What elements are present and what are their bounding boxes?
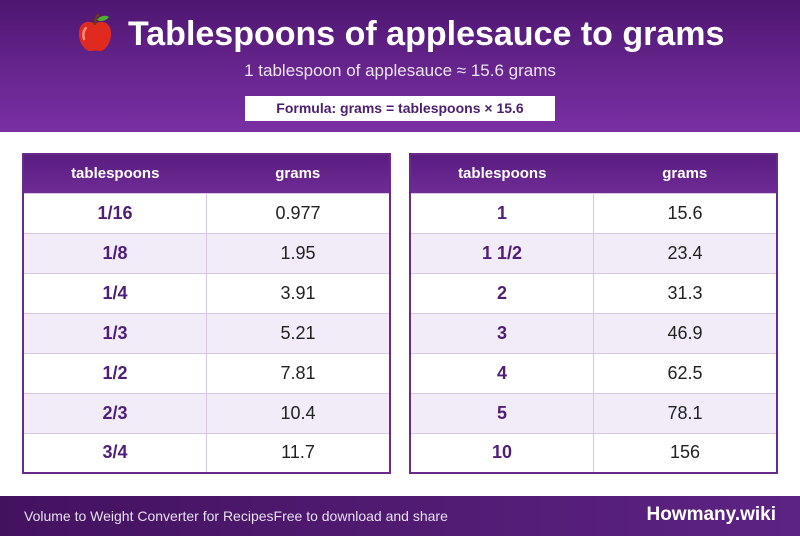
table-row: 2 31.3 — [409, 272, 778, 314]
column-header-tablespoons: tablespoons — [410, 154, 594, 193]
tablespoons-cell: 3 — [409, 312, 594, 354]
tablespoons-cell: 1/3 — [22, 312, 207, 354]
apple-icon — [78, 14, 111, 52]
grams-cell: 156 — [593, 432, 778, 474]
formula-box: Formula: grams = tablespoons × 15.6 — [245, 96, 555, 121]
title-row: Tablespoons of applesauce to grams — [0, 14, 800, 54]
grams-cell: 10.4 — [206, 392, 391, 434]
grams-cell: 5.21 — [206, 312, 391, 354]
table-row: 1/8 1.95 — [22, 232, 391, 274]
table-row: 4 62.5 — [409, 352, 778, 394]
column-header-grams: grams — [593, 154, 777, 193]
tablespoons-cell: 10 — [409, 432, 594, 474]
tablespoons-cell: 1/2 — [22, 352, 207, 394]
tablespoons-cell: 2 — [409, 272, 594, 314]
table-row: 3/4 11.7 — [22, 432, 391, 474]
tablespoons-cell: 4 — [409, 352, 594, 394]
grams-cell: 3.91 — [206, 272, 391, 314]
column-header-grams: grams — [206, 154, 390, 193]
conversion-table-small: tablespoons grams 1/16 0.977 1/8 1.95 1/… — [22, 153, 391, 474]
grams-cell: 0.977 — [206, 192, 391, 234]
table-row: 1 1/2 23.4 — [409, 232, 778, 274]
grams-cell: 23.4 — [593, 232, 778, 274]
conversion-table-large: tablespoons grams 1 15.6 1 1/2 23.4 2 31… — [409, 153, 778, 474]
grams-cell: 15.6 — [593, 192, 778, 234]
table-row: 1 15.6 — [409, 192, 778, 234]
table-row: 5 78.1 — [409, 392, 778, 434]
column-header-tablespoons: tablespoons — [23, 154, 207, 193]
header-banner: Tablespoons of applesauce to grams 1 tab… — [0, 0, 800, 132]
grams-cell: 62.5 — [593, 352, 778, 394]
tablespoons-cell: 5 — [409, 392, 594, 434]
brand-logo[interactable]: Howmany.wiki — [646, 504, 776, 525]
table-row: 3 46.9 — [409, 312, 778, 354]
footer-converter-text: Volume to Weight Converter for Recipes — [24, 508, 274, 524]
grams-cell: 1.95 — [206, 232, 391, 274]
tablespoons-cell: 1/8 — [22, 232, 207, 274]
footer-share-text: Free to download and share — [273, 508, 448, 524]
footer-bar: Volume to Weight Converter for RecipesFr… — [0, 496, 800, 536]
tablespoons-cell: 1/4 — [22, 272, 207, 314]
table-row: 1/3 5.21 — [22, 312, 391, 354]
table-row: 1/16 0.977 — [22, 192, 391, 234]
tablespoons-cell: 3/4 — [22, 432, 207, 474]
tablespoons-cell: 1 1/2 — [409, 232, 594, 274]
page-title: Tablespoons of applesauce to grams — [128, 14, 725, 53]
grams-cell: 7.81 — [206, 352, 391, 394]
table-row: 1/4 3.91 — [22, 272, 391, 314]
subtitle: 1 tablespoon of applesauce ≈ 15.6 grams — [244, 61, 556, 80]
table-header-row: tablespoons grams — [410, 154, 777, 193]
table-row: 1/2 7.81 — [22, 352, 391, 394]
table-row: 2/3 10.4 — [22, 392, 391, 434]
grams-cell: 11.7 — [206, 432, 391, 474]
tablespoons-cell: 1/16 — [22, 192, 207, 234]
grams-cell: 78.1 — [593, 392, 778, 434]
grams-cell: 31.3 — [593, 272, 778, 314]
tablespoons-cell: 2/3 — [22, 392, 207, 434]
grams-cell: 46.9 — [593, 312, 778, 354]
footer-description: Volume to Weight Converter for RecipesFr… — [24, 508, 448, 524]
table-header-row: tablespoons grams — [23, 154, 390, 193]
tablespoons-cell: 1 — [409, 192, 594, 234]
table-row: 10 156 — [409, 432, 778, 474]
